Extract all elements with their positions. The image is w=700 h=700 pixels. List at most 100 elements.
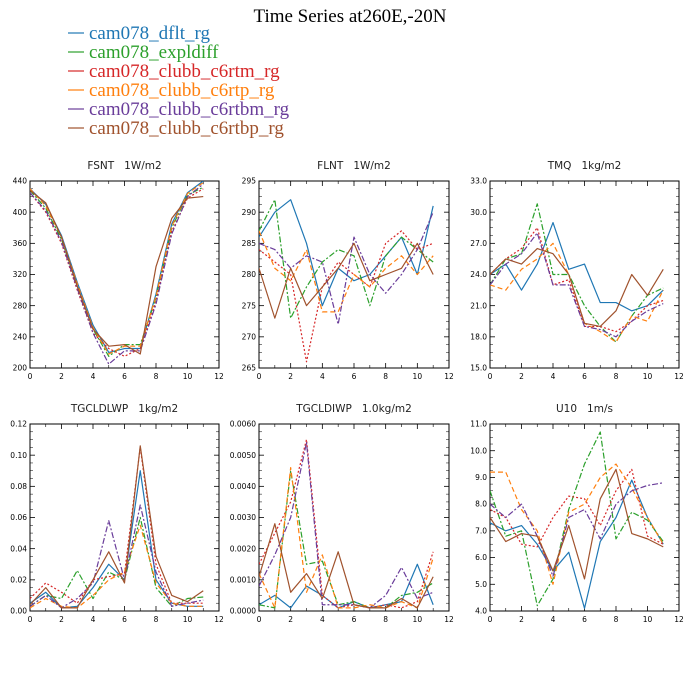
x-tick-label: 12: [214, 615, 224, 624]
x-tick-label: 12: [214, 372, 224, 381]
series-line-cam078_clubb_c6rtbp_rg: [30, 189, 204, 355]
y-tick-label: 7.0: [475, 526, 487, 535]
series-line-cam078_clubb_c6rtbm_rg: [490, 232, 664, 338]
panel-fsnt: FSNT 1W/m2 0 2 4 6 8 10 12 200 240 280 320 360 400 440: [13, 160, 224, 381]
x-tick-label: 4: [320, 372, 325, 381]
x-tick-label: 10: [183, 372, 193, 381]
y-tick-label: 0.0000: [230, 607, 256, 616]
x-tick-label: 6: [122, 372, 127, 381]
x-tick-label: 4: [91, 372, 96, 381]
legend-label: cam078_clubb_c6rtp_rg: [89, 80, 275, 101]
x-tick-label: 10: [643, 372, 653, 381]
panel-tmq: TMQ 1kg/m2 0 2 4 6 8 10 12 15.0 18.0 21.0 24.0 27.0 3…: [470, 160, 684, 381]
x-tick-label: 8: [614, 615, 619, 624]
y-tick-label: 0.08: [10, 482, 27, 491]
y-tick-label: 15.0: [470, 364, 487, 373]
panel-title: FSNT 1W/m2: [87, 160, 161, 172]
x-tick-label: 0: [257, 615, 262, 624]
y-tick-label: 30.0: [470, 208, 487, 217]
x-tick-label: 8: [383, 615, 388, 624]
series-line-cam078_dflt_rg: [259, 199, 434, 307]
y-tick-label: 0.12: [10, 420, 27, 429]
y-tick-label: 275: [242, 301, 257, 310]
x-tick-label: 6: [352, 372, 357, 381]
x-tick-label: 0: [257, 372, 262, 381]
y-tick-label: 18.0: [470, 332, 487, 341]
panel-title: TGCLDLWP 1kg/m2: [70, 403, 178, 415]
series-line-cam078_clubb_c6rtbp_rg: [490, 247, 664, 328]
legend-item: cam078_clubb_c6rtbm_rg: [68, 99, 290, 120]
x-tick-label: 10: [413, 372, 423, 381]
y-tick-label: 4.0: [475, 607, 487, 616]
chart-panels: FSNT 1W/m20 2 4 6 8 10 12200240280320360400440…: [10, 160, 684, 624]
y-tick-label: 5.0: [475, 580, 487, 589]
x-tick-label: 8: [614, 372, 619, 381]
panel-tgcldlwp: TGCLDLWP 1kg/m2 0 2 4 6 8 10 12 0.00 0.02 0.04 0.06…: [10, 403, 224, 624]
legend-item: cam078_dflt_rg: [68, 23, 211, 44]
x-tick-label: 0: [488, 615, 493, 624]
series-line-cam078_clubb_c6rtbm_rg: [490, 482, 664, 577]
series-line-cam078_expldiff: [490, 431, 664, 607]
x-tick-label: 12: [674, 372, 684, 381]
y-tick-label: 10.0: [470, 446, 487, 455]
x-tick-label: 4: [320, 615, 325, 624]
x-tick-label: 12: [444, 615, 454, 624]
y-tick-label: 33.0: [470, 177, 487, 186]
y-tick-label: 6.0: [475, 553, 487, 562]
series-line-cam078_clubb_c6rtm_rg: [259, 230, 434, 363]
x-tick-label: 10: [643, 615, 653, 624]
legend-item: cam078_expldiff: [68, 42, 219, 63]
x-tick-label: 12: [674, 615, 684, 624]
panel-tgcldiwp: TGCLDIWP 1.0kg/m2 0 2 4 6 8 10 12 0.0000 0.0010 0.…: [230, 403, 454, 624]
x-tick-label: 2: [59, 372, 64, 381]
legend-item: cam078_clubb_c6rtbp_rg: [68, 118, 284, 139]
series-line-cam078_clubb_c6rtbp_rg: [259, 523, 434, 609]
y-tick-label: 0.00: [10, 607, 27, 616]
legend-item: cam078_clubb_c6rtp_rg: [68, 80, 275, 101]
series-line-cam078_clubb_c6rtp_rg: [259, 230, 434, 313]
series-line-cam078_clubb_c6rtbp_rg: [259, 242, 434, 319]
y-tick-label: 240: [13, 332, 28, 341]
x-tick-label: 8: [154, 372, 159, 381]
y-tick-label: 0.0010: [230, 575, 256, 584]
legend-item: cam078_clubb_c6rtm_rg: [68, 61, 280, 82]
series-line-cam078_expldiff: [490, 203, 664, 343]
legend-label: cam078_clubb_c6rtbm_rg: [89, 99, 290, 120]
panel-title: TMQ 1kg/m2: [547, 160, 622, 172]
series-line-cam078_dflt_rg: [490, 221, 664, 312]
series-line-cam078_clubb_c6rtbp_rg: [30, 445, 204, 609]
y-tick-label: 27.0: [470, 239, 487, 248]
y-tick-label: 400: [13, 208, 28, 217]
x-tick-label: 6: [582, 615, 587, 624]
y-tick-label: 0.10: [10, 451, 27, 460]
x-tick-label: 10: [183, 615, 193, 624]
y-tick-label: 360: [13, 239, 28, 248]
x-tick-label: 0: [488, 372, 493, 381]
y-tick-label: 0.0040: [230, 482, 256, 491]
series-line-cam078_expldiff: [30, 516, 204, 607]
x-tick-label: 4: [551, 615, 556, 624]
x-tick-label: 10: [413, 615, 423, 624]
y-tick-label: 0.06: [10, 513, 27, 522]
x-tick-label: 2: [519, 372, 524, 381]
y-tick-label: 270: [242, 332, 257, 341]
x-tick-label: 12: [444, 372, 454, 381]
series-line-cam078_clubb_c6rtm_rg: [30, 188, 204, 357]
x-tick-label: 2: [59, 615, 64, 624]
y-tick-label: 24.0: [470, 270, 487, 279]
y-tick-label: 290: [242, 208, 257, 217]
y-tick-label: 295: [242, 177, 257, 186]
x-tick-label: 2: [519, 615, 524, 624]
x-tick-label: 0: [28, 372, 33, 381]
y-tick-label: 200: [13, 364, 28, 373]
x-tick-label: 4: [551, 372, 556, 381]
series-line-cam078_clubb_c6rtm_rg: [490, 468, 664, 548]
y-tick-label: 0.04: [10, 544, 27, 553]
legend-label: cam078_clubb_c6rtbp_rg: [89, 118, 284, 139]
series-line-cam078_expldiff: [259, 199, 434, 319]
legend-label: cam078_expldiff: [89, 42, 219, 63]
x-tick-label: 6: [122, 615, 127, 624]
x-tick-label: 2: [288, 615, 293, 624]
y-tick-label: 280: [13, 301, 28, 310]
